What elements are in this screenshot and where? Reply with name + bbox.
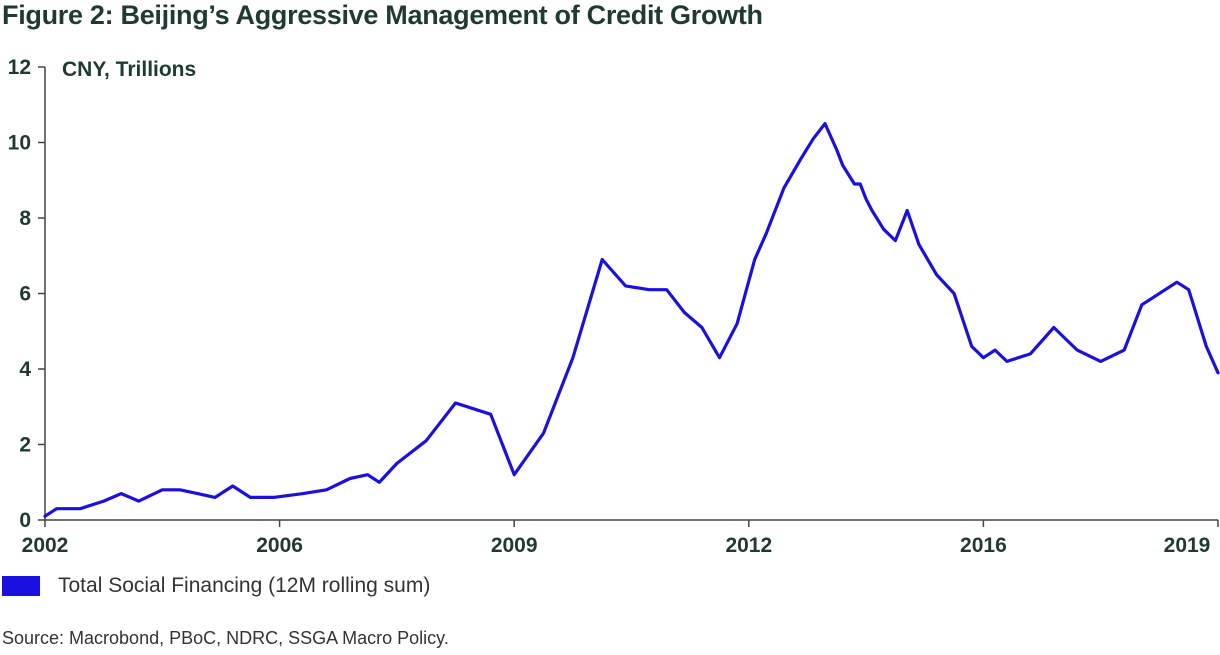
y-tick-label: 2 (19, 434, 31, 457)
x-tick-label: 2002 (22, 534, 69, 557)
x-tick-label: 2006 (256, 534, 303, 557)
x-tick-label: 2012 (725, 534, 772, 557)
legend-swatch (2, 576, 40, 596)
legend-label: Total Social Financing (12M rolling sum) (58, 574, 431, 597)
y-tick-label: 6 (19, 283, 31, 306)
x-tick-label: 2009 (491, 534, 538, 557)
y-axis-label: CNY, Trillions (62, 58, 197, 81)
y-tick-label: 4 (19, 358, 31, 381)
legend: Total Social Financing (12M rolling sum) (2, 574, 430, 598)
x-axis: 2002 2006 2009 2012 2016 2019 (22, 520, 1219, 557)
x-tick-label: 2016 (960, 534, 1007, 557)
y-axis: 0 2 4 6 8 10 12 (8, 56, 45, 532)
series-layer (43, 121, 1220, 518)
axes (44, 67, 1218, 521)
x-tick-label: 2019 (1164, 534, 1211, 557)
y-tick-label: 0 (19, 509, 31, 532)
series-line-0 (43, 121, 1220, 518)
source-note: Source: Macrobond, PBoC, NDRC, SSGA Macr… (2, 628, 449, 648)
y-tick-label: 12 (8, 56, 31, 79)
y-tick-label: 10 (8, 132, 31, 155)
chart-title: Figure 2: Beijing’s Aggressive Managemen… (2, 0, 763, 30)
y-tick-label: 8 (19, 207, 31, 230)
